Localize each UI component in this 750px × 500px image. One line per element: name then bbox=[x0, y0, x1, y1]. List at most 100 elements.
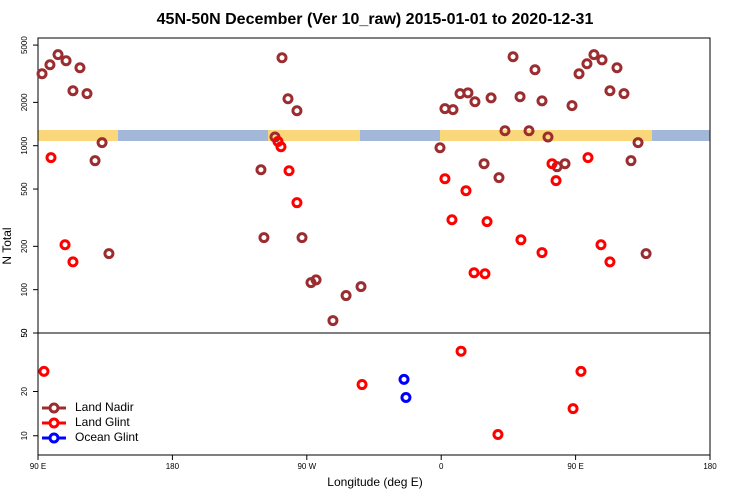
data-point bbox=[400, 392, 412, 404]
data-point bbox=[446, 214, 458, 226]
band-ocean bbox=[118, 130, 268, 141]
legend-marker bbox=[48, 432, 60, 444]
data-point bbox=[355, 281, 367, 293]
data-point bbox=[296, 232, 308, 244]
data-point bbox=[327, 315, 339, 327]
data-point bbox=[566, 100, 578, 112]
band-ocean bbox=[360, 130, 440, 141]
data-point bbox=[468, 267, 480, 279]
x-tick-label: 90 E bbox=[30, 462, 46, 471]
data-point bbox=[479, 268, 491, 280]
data-point bbox=[460, 185, 472, 197]
data-point bbox=[283, 165, 295, 177]
data-point bbox=[455, 345, 467, 357]
surface-band bbox=[38, 130, 710, 141]
data-point bbox=[282, 93, 294, 105]
x-tick-label: 180 bbox=[703, 462, 717, 471]
y-axis-label: N Total bbox=[0, 227, 14, 264]
y-tick-label: 50 bbox=[20, 328, 29, 337]
data-point bbox=[81, 88, 93, 100]
data-point bbox=[536, 247, 548, 259]
data-point bbox=[276, 52, 288, 64]
data-point bbox=[514, 91, 526, 103]
data-point bbox=[492, 429, 504, 441]
data-point bbox=[573, 68, 585, 80]
band-land bbox=[38, 130, 118, 141]
y-tick-label: 2000 bbox=[20, 93, 29, 111]
x-tick-label: 90 W bbox=[297, 462, 316, 471]
data-point bbox=[44, 59, 56, 71]
data-point bbox=[38, 365, 50, 377]
data-point bbox=[618, 88, 630, 100]
data-point bbox=[434, 142, 446, 154]
data-point bbox=[542, 131, 554, 143]
y-tick-label: 50 bbox=[20, 328, 29, 337]
y-tick-label: 20 bbox=[20, 387, 29, 396]
data-point bbox=[255, 164, 267, 176]
data-point bbox=[611, 62, 623, 74]
data-point bbox=[481, 216, 493, 228]
y-tick-label: 10 bbox=[20, 431, 29, 440]
data-point bbox=[447, 104, 459, 116]
data-point bbox=[596, 54, 608, 66]
data-point bbox=[74, 62, 86, 74]
data-point bbox=[275, 141, 287, 153]
data-point bbox=[96, 137, 108, 149]
data-point bbox=[567, 403, 579, 415]
data-point bbox=[604, 85, 616, 97]
data-point bbox=[356, 379, 368, 391]
data-point bbox=[625, 155, 637, 167]
data-point bbox=[559, 158, 571, 170]
data-point bbox=[291, 105, 303, 117]
data-point bbox=[581, 58, 593, 70]
y-tick-label: 200 bbox=[20, 239, 29, 253]
data-point bbox=[462, 87, 474, 99]
x-tick-label: 0 bbox=[439, 462, 444, 471]
x-tick-label: 90 E bbox=[567, 462, 583, 471]
data-point bbox=[507, 51, 519, 63]
legend-label: Ocean Glint bbox=[75, 430, 139, 444]
data-point bbox=[59, 239, 71, 251]
data-point bbox=[291, 197, 303, 209]
band-land bbox=[440, 130, 652, 141]
data-point bbox=[67, 256, 79, 268]
data-point bbox=[536, 95, 548, 107]
data-point bbox=[258, 232, 270, 244]
data-point bbox=[45, 152, 57, 164]
data-point bbox=[103, 248, 115, 260]
data-point bbox=[439, 173, 451, 185]
legend-label: Land Glint bbox=[75, 415, 130, 429]
data-point bbox=[52, 49, 64, 61]
data-point bbox=[575, 365, 587, 377]
y-tick-label: 500 bbox=[20, 182, 29, 196]
data-point bbox=[582, 152, 594, 164]
data-point bbox=[499, 125, 511, 137]
data-point bbox=[632, 137, 644, 149]
data-point bbox=[398, 373, 410, 385]
legend-label: Land Nadir bbox=[75, 400, 134, 414]
data-point bbox=[60, 55, 72, 67]
data-point bbox=[523, 125, 535, 137]
data-point bbox=[550, 175, 562, 187]
data-point bbox=[485, 92, 497, 104]
data-point bbox=[604, 256, 616, 268]
data-point bbox=[67, 85, 79, 97]
data-point bbox=[469, 96, 481, 108]
data-point bbox=[340, 290, 352, 302]
data-point bbox=[89, 155, 101, 167]
data-point bbox=[595, 239, 607, 251]
data-point bbox=[310, 274, 322, 286]
chart-title: 45N-50N December (Ver 10_raw) 2015-01-01… bbox=[157, 11, 594, 28]
x-axis-label: Longitude (deg E) bbox=[327, 475, 422, 489]
data-point bbox=[515, 234, 527, 246]
data-point bbox=[546, 158, 558, 170]
x-tick-label: 180 bbox=[166, 462, 180, 471]
band-ocean bbox=[652, 130, 710, 141]
data-point bbox=[529, 64, 541, 76]
legend-marker bbox=[48, 402, 60, 414]
y-tick-label: 1000 bbox=[20, 136, 29, 154]
data-point bbox=[640, 248, 652, 260]
